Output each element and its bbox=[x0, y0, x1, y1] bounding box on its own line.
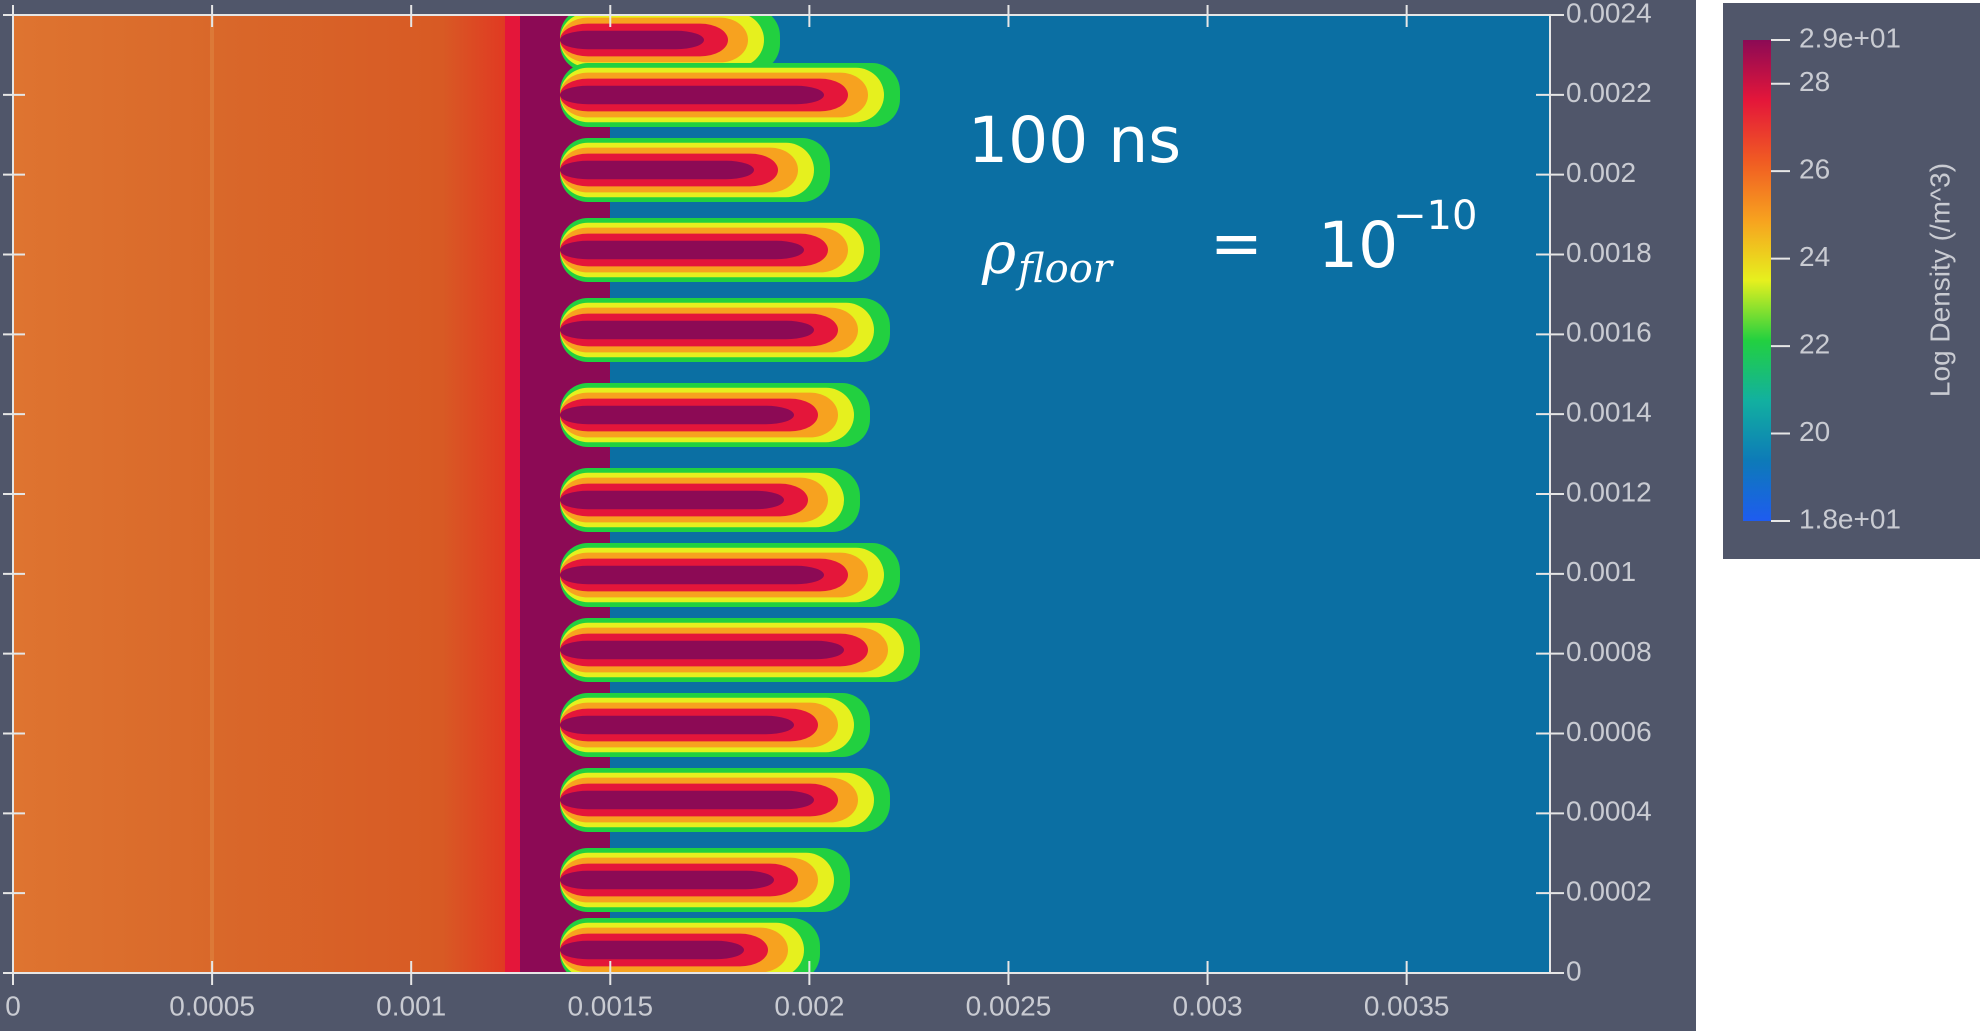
y-tick-label: 0.0014 bbox=[1566, 397, 1652, 428]
annotation-subscript: floor bbox=[1015, 246, 1115, 292]
field-finger bbox=[560, 320, 814, 340]
colorbar-tick-label: 28 bbox=[1799, 66, 1830, 97]
field-finger bbox=[560, 715, 794, 735]
colorbar-title: Log Density (/m^3) bbox=[1924, 163, 1955, 397]
colorbar-tick-label: 2.9e+01 bbox=[1799, 22, 1901, 53]
field-finger bbox=[560, 870, 774, 890]
y-tick-label: 0.0008 bbox=[1566, 636, 1652, 667]
field-high bbox=[13, 15, 518, 973]
colorbar-tick-label: 24 bbox=[1799, 241, 1830, 272]
annotation-time: 100 ns bbox=[968, 104, 1181, 177]
x-tick-label: 0 bbox=[5, 990, 21, 1021]
annotation-base: 10 bbox=[1318, 209, 1398, 282]
x-tick-label: 0.0005 bbox=[169, 990, 255, 1021]
colorbar-tick-label: 20 bbox=[1799, 416, 1830, 447]
annotation-equals: = bbox=[1210, 207, 1263, 280]
annotation-rho: ρ bbox=[981, 219, 1016, 287]
field-finger bbox=[560, 790, 814, 810]
colorbar-tick-label: 1.8e+01 bbox=[1799, 503, 1901, 534]
field-finger bbox=[560, 160, 754, 180]
y-tick-label: 0.0022 bbox=[1566, 77, 1652, 108]
x-tick-label: 0.0015 bbox=[567, 990, 653, 1021]
y-tick-label: 0.0024 bbox=[1566, 0, 1652, 28]
y-tick-label: 0.002 bbox=[1566, 157, 1636, 188]
x-tick-label: 0.003 bbox=[1173, 990, 1243, 1021]
y-tick-label: 0.0006 bbox=[1566, 716, 1652, 747]
x-tick-label: 0.002 bbox=[774, 990, 844, 1021]
field-finger bbox=[560, 405, 794, 425]
field-finger bbox=[560, 490, 784, 510]
y-tick-label: 0 bbox=[1566, 955, 1582, 986]
field-finger bbox=[560, 30, 704, 50]
field-finger bbox=[560, 565, 824, 585]
colorbar bbox=[1743, 40, 1771, 521]
y-tick-label: 0.0018 bbox=[1566, 237, 1652, 268]
x-tick-label: 0.0035 bbox=[1364, 990, 1450, 1021]
field-streak bbox=[210, 15, 214, 973]
field-finger bbox=[560, 640, 844, 660]
annotation-exponent: −10 bbox=[1393, 193, 1477, 239]
field-finger bbox=[560, 85, 824, 105]
field-finger bbox=[560, 940, 744, 960]
y-tick-label: 0.001 bbox=[1566, 556, 1636, 587]
density-field bbox=[13, 15, 1550, 973]
x-tick-label: 0.001 bbox=[376, 990, 446, 1021]
y-tick-label: 0.0016 bbox=[1566, 317, 1652, 348]
colorbar-tick-label: 26 bbox=[1799, 154, 1830, 185]
colorbar-tick-label: 22 bbox=[1799, 328, 1830, 359]
field-finger bbox=[560, 240, 804, 260]
y-tick-label: 0.0012 bbox=[1566, 476, 1652, 507]
y-tick-label: 0.0004 bbox=[1566, 796, 1652, 827]
x-tick-label: 0.0025 bbox=[966, 990, 1052, 1021]
y-tick-label: 0.0002 bbox=[1566, 876, 1652, 907]
